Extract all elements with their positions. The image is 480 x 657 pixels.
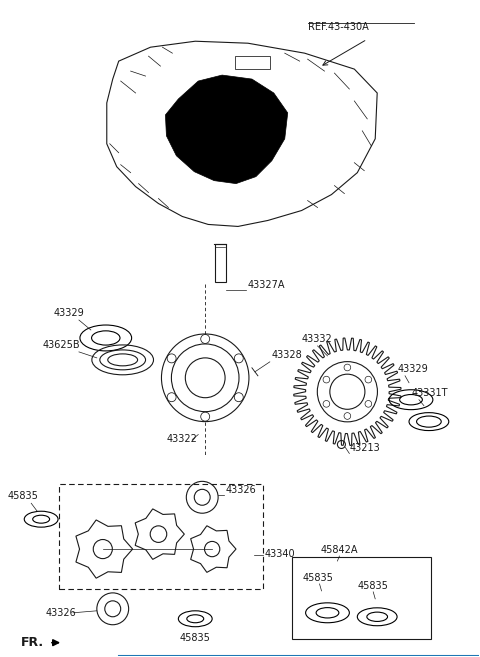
Text: 43625B: 43625B — [42, 340, 80, 350]
Text: 45835: 45835 — [180, 633, 211, 643]
Text: 43329: 43329 — [397, 364, 428, 374]
Text: 43213: 43213 — [349, 443, 380, 453]
Text: 43328: 43328 — [272, 350, 302, 360]
Text: REF.43-430A: REF.43-430A — [308, 22, 368, 32]
Text: 45835: 45835 — [8, 491, 39, 501]
Text: 45842A: 45842A — [321, 545, 358, 555]
Text: 43331T: 43331T — [412, 388, 448, 397]
Text: 43322: 43322 — [167, 434, 198, 443]
Text: 45835: 45835 — [302, 573, 333, 583]
Text: 43340: 43340 — [265, 549, 296, 559]
Polygon shape — [166, 75, 288, 183]
Text: 43329: 43329 — [54, 308, 84, 318]
Text: 45835: 45835 — [358, 581, 389, 591]
Text: 43332: 43332 — [301, 334, 332, 344]
Bar — [59, 484, 263, 589]
Bar — [235, 56, 270, 69]
Text: 43326: 43326 — [225, 486, 256, 495]
Text: 43326: 43326 — [46, 608, 76, 618]
Bar — [292, 557, 431, 639]
Bar — [215, 244, 226, 283]
Text: 43327A: 43327A — [248, 280, 286, 290]
Text: FR.: FR. — [21, 636, 44, 649]
